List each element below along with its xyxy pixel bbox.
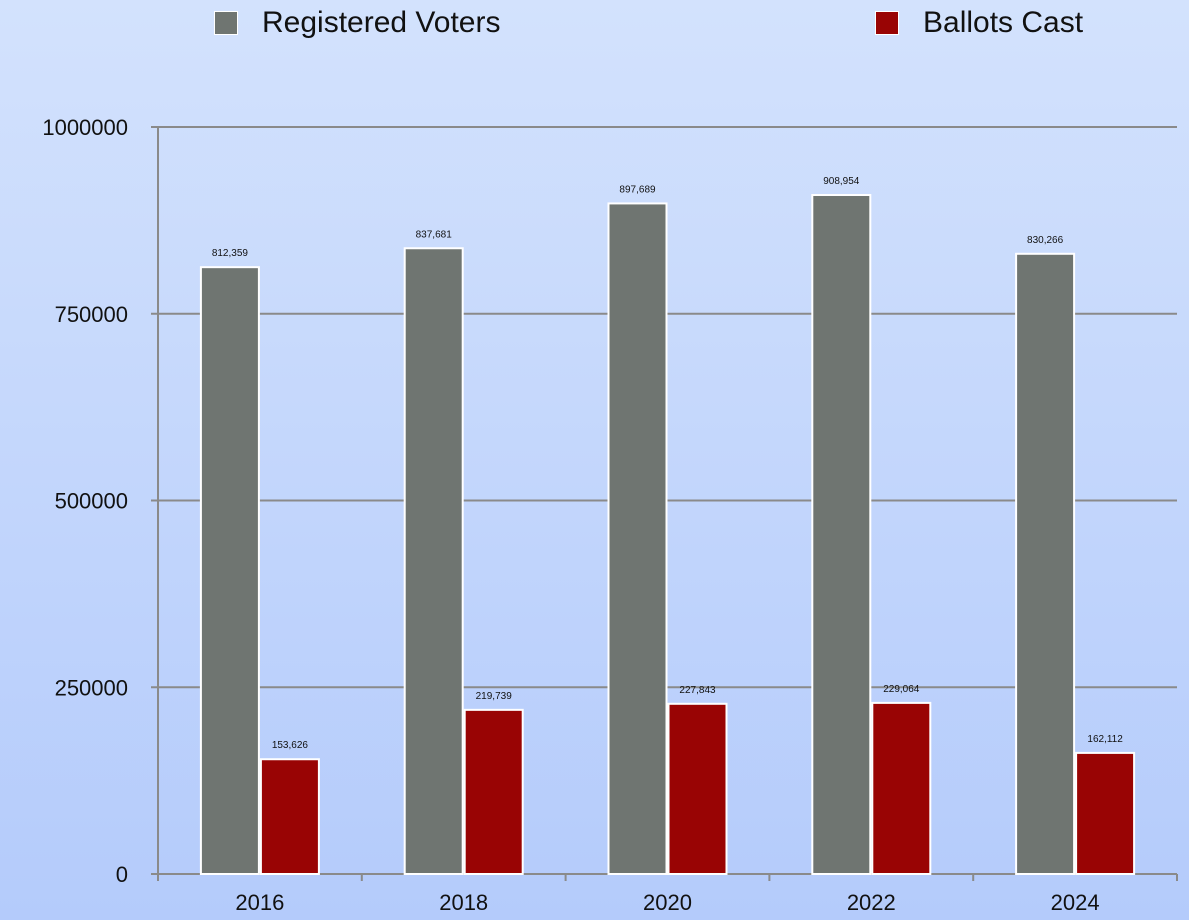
bar-registered-voters-2024	[1015, 252, 1076, 875]
y-tick-label: 0	[116, 862, 128, 887]
bar-ballots-cast-2016	[259, 758, 320, 876]
x-tick-label: 2020	[643, 890, 692, 915]
data-label-ballots-cast-2016: 153,626	[272, 740, 309, 751]
x-tick-label: 2022	[847, 890, 896, 915]
bar-registered-voters-2022	[811, 194, 872, 876]
legend-item-ballots-cast: Ballots Cast	[875, 6, 1083, 40]
data-label-registered-voters-2024: 830,266	[1027, 235, 1064, 246]
bar-registered-voters-2018	[403, 247, 464, 875]
legend-label-ballots-cast: Ballots Cast	[923, 6, 1084, 39]
x-tick-label: 2016	[235, 890, 284, 915]
bar-registered-voters-2016	[199, 266, 260, 875]
legend-swatch-ballots-cast	[875, 11, 899, 35]
x-tick-label: 2024	[1051, 890, 1100, 915]
y-tick-label: 250000	[55, 675, 128, 700]
legend-item-registered-voters: Registered Voters	[214, 6, 500, 40]
y-tick-label: 500000	[55, 489, 128, 514]
legend-swatch-registered-voters	[214, 11, 238, 35]
data-label-registered-voters-2022: 908,954	[823, 176, 860, 187]
data-label-registered-voters-2018: 837,681	[416, 229, 453, 240]
data-label-registered-voters-2020: 897,689	[619, 184, 656, 195]
bar-ballots-cast-2024	[1075, 751, 1136, 876]
data-label-ballots-cast-2024: 162,112	[1087, 734, 1123, 745]
data-label-ballots-cast-2022: 229,064	[883, 684, 920, 695]
data-label-ballots-cast-2020: 227,843	[679, 685, 716, 696]
y-tick-label: 1000000	[42, 115, 128, 140]
data-label-registered-voters-2016: 812,359	[212, 248, 249, 259]
y-tick-label: 750000	[55, 302, 128, 327]
bar-ballots-cast-2020	[667, 702, 728, 875]
bar-ballots-cast-2018	[463, 708, 524, 876]
bar-registered-voters-2020	[607, 202, 668, 875]
x-tick-label: 2018	[439, 890, 488, 915]
bars	[199, 194, 1136, 876]
data-labels: 812,359 153,626 837,681 219,739 897,689 227,8…	[212, 176, 1123, 751]
legend-label-registered-voters: Registered Voters	[262, 6, 501, 39]
data-label-ballots-cast-2018: 219,739	[476, 691, 513, 702]
bar-ballots-cast-2022	[871, 701, 932, 876]
